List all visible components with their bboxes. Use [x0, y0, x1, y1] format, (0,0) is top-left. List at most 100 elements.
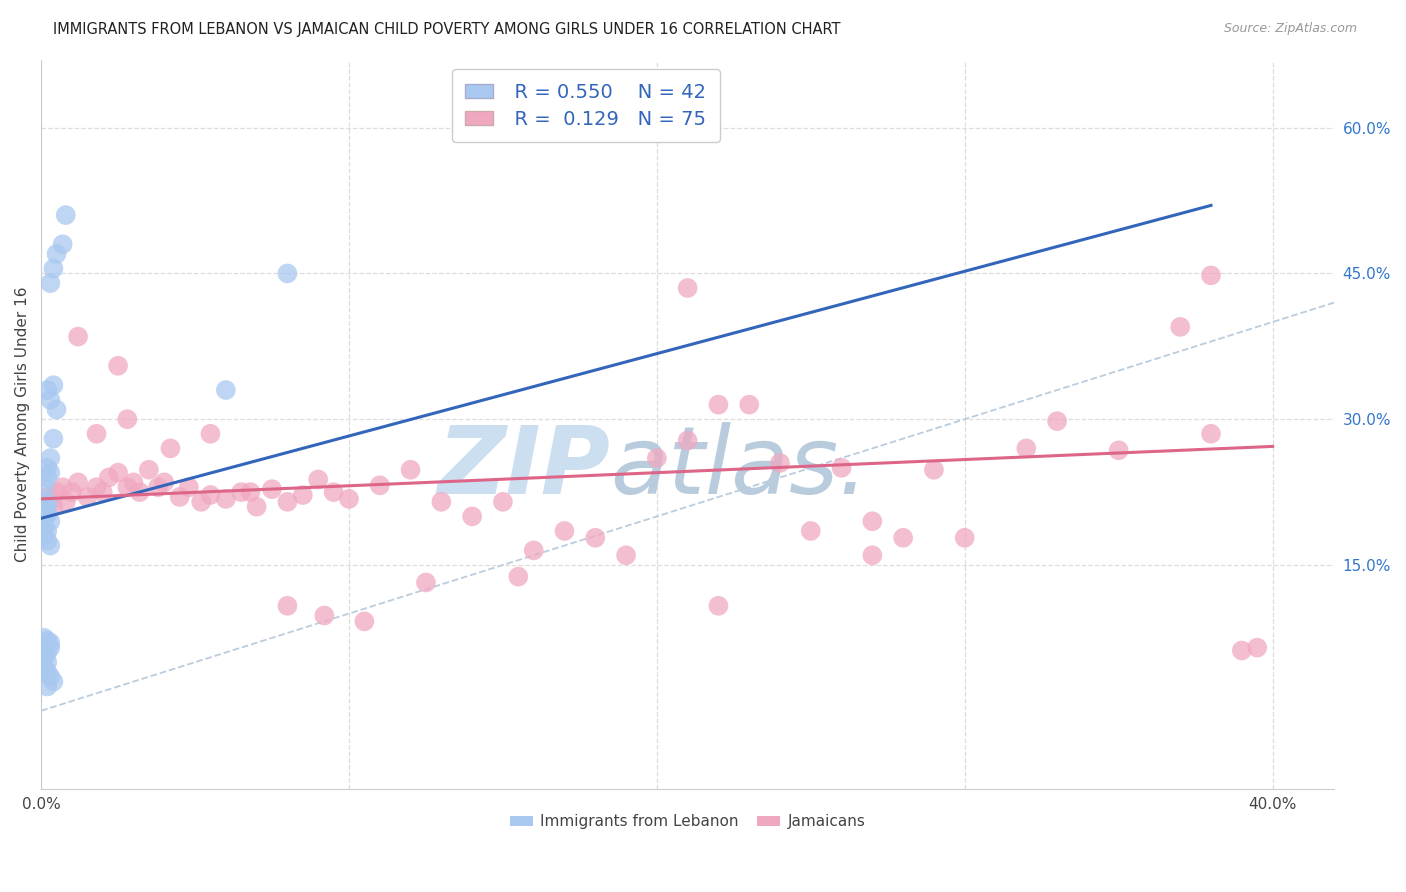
Point — [42, 432, 65, 446]
Point — [738, 398, 761, 412]
Point — [32, 509, 55, 524]
Point — [159, 442, 181, 456]
Point — [260, 482, 283, 496]
Point — [37, 655, 59, 669]
Point — [39, 276, 62, 290]
Point — [32, 631, 55, 645]
Point — [523, 543, 546, 558]
Point — [42, 378, 65, 392]
Point — [190, 495, 212, 509]
Point — [32, 480, 55, 494]
Point — [37, 383, 59, 397]
Point — [97, 470, 120, 484]
Y-axis label: Child Poverty Among Girls Under 16: Child Poverty Among Girls Under 16 — [15, 286, 30, 562]
Point — [117, 412, 139, 426]
Text: atlas.: atlas. — [610, 422, 869, 513]
Point — [769, 456, 792, 470]
Point — [55, 495, 77, 509]
Point — [322, 485, 344, 500]
Point — [32, 519, 55, 533]
Point — [1015, 442, 1038, 456]
Point — [553, 524, 575, 538]
Point — [52, 237, 75, 252]
Point — [37, 495, 59, 509]
Point — [32, 660, 55, 674]
Point — [430, 495, 453, 509]
Point — [37, 460, 59, 475]
Point — [1230, 643, 1253, 657]
Point — [676, 434, 699, 448]
Point — [39, 640, 62, 655]
Point — [215, 383, 238, 397]
Point — [831, 460, 853, 475]
Point — [37, 524, 59, 538]
Point — [37, 533, 59, 548]
Point — [39, 670, 62, 684]
Point — [37, 645, 59, 659]
Point — [60, 485, 83, 500]
Point — [37, 680, 59, 694]
Point — [39, 451, 62, 466]
Point — [37, 490, 59, 504]
Point — [39, 466, 62, 480]
Point — [122, 475, 145, 490]
Point — [39, 392, 62, 407]
Point — [415, 575, 437, 590]
Point — [246, 500, 269, 514]
Point — [707, 599, 730, 613]
Point — [55, 208, 77, 222]
Point — [1168, 319, 1191, 334]
Point — [353, 615, 375, 629]
Point — [138, 463, 160, 477]
Point — [45, 485, 67, 500]
Text: Source: ZipAtlas.com: Source: ZipAtlas.com — [1223, 22, 1357, 36]
Point — [800, 524, 823, 538]
Point — [42, 674, 65, 689]
Point — [1199, 426, 1222, 441]
Point — [508, 569, 530, 583]
Point — [32, 495, 55, 509]
Point — [368, 478, 391, 492]
Text: ZIP: ZIP — [437, 422, 610, 514]
Point — [492, 495, 515, 509]
Legend: Immigrants from Lebanon, Jamaicans: Immigrants from Lebanon, Jamaicans — [503, 808, 872, 836]
Point — [953, 531, 976, 545]
Point — [39, 539, 62, 553]
Point — [169, 490, 191, 504]
Point — [32, 501, 55, 516]
Text: IMMIGRANTS FROM LEBANON VS JAMAICAN CHILD POVERTY AMONG GIRLS UNDER 16 CORRELATI: IMMIGRANTS FROM LEBANON VS JAMAICAN CHIL… — [53, 22, 841, 37]
Point — [107, 359, 129, 373]
Point — [67, 329, 90, 343]
Point — [91, 485, 114, 500]
Point — [117, 480, 139, 494]
Point — [583, 531, 606, 545]
Point — [291, 488, 314, 502]
Point — [614, 548, 637, 562]
Point — [860, 548, 883, 562]
Point — [200, 426, 222, 441]
Point — [128, 485, 150, 500]
Point — [153, 475, 176, 490]
Point — [32, 529, 55, 543]
Point — [146, 480, 169, 494]
Point — [200, 488, 222, 502]
Point — [86, 426, 108, 441]
Point — [1108, 443, 1130, 458]
Point — [1246, 640, 1268, 655]
Point — [276, 495, 298, 509]
Point — [37, 508, 59, 522]
Point — [67, 475, 90, 490]
Point — [399, 463, 422, 477]
Point — [239, 485, 262, 500]
Point — [37, 633, 59, 648]
Point — [32, 504, 55, 518]
Point — [314, 608, 336, 623]
Point — [891, 531, 914, 545]
Point — [276, 599, 298, 613]
Point — [52, 480, 75, 494]
Point — [37, 470, 59, 484]
Point — [76, 490, 98, 504]
Point — [307, 473, 329, 487]
Point — [645, 451, 668, 466]
Point — [860, 514, 883, 528]
